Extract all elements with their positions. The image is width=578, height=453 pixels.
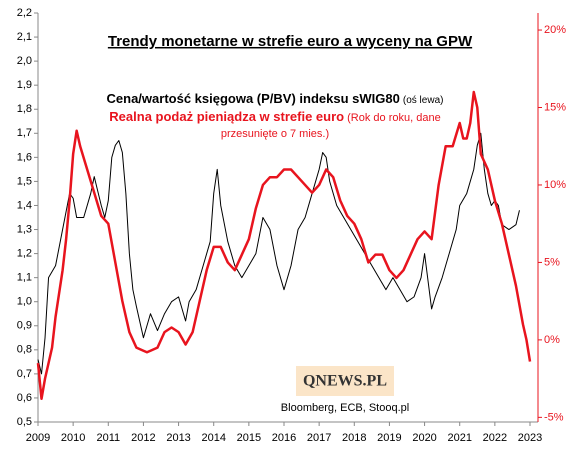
- y-tick-label: 0,8: [17, 344, 32, 356]
- annotation: przesunięte o 7 mies.): [221, 128, 329, 140]
- y-tick-label: 1,2: [17, 247, 32, 259]
- x-tick-label: 2012: [131, 432, 155, 444]
- y-tick-label: 1,8: [17, 103, 32, 115]
- legend-label: Realna podaż pieniądza w strefie euro: [109, 109, 344, 124]
- y-tick-label: 1,5: [17, 175, 32, 187]
- y2-tick-label: -5%: [544, 411, 564, 423]
- series-line: [36, 90, 532, 401]
- y-tick-label: 1,0: [17, 296, 32, 308]
- x-tick-label: 2011: [96, 432, 120, 444]
- source: Bloomberg, ECB, Stooq.pl: [281, 402, 409, 414]
- y-tick-label: 2,1: [17, 31, 32, 43]
- logo: QNEWS.PL: [303, 373, 387, 390]
- x-tick-label: 2021: [447, 432, 471, 444]
- y-tick-label: 0,9: [17, 320, 32, 332]
- annotation: (Rok do roku, dane: [347, 112, 441, 124]
- x-tick-label: 2022: [483, 432, 507, 444]
- y2-tick-label: 15%: [544, 101, 566, 113]
- x-tick-label: 2018: [342, 432, 366, 444]
- chart-title: Trendy monetarne w strefie euro a wyceny…: [108, 33, 473, 50]
- x-tick-label: 2009: [26, 432, 50, 444]
- x-tick-label: 2014: [201, 432, 225, 444]
- y-tick-label: 1,4: [17, 199, 32, 211]
- legend-red: Realna podaż pieniądza w strefie euro (R…: [109, 109, 440, 124]
- y-tick-label: 0,6: [17, 392, 32, 404]
- y-tick-label: 1,1: [17, 272, 32, 284]
- y-tick-label: 2,2: [17, 7, 32, 19]
- x-tick-label: 2013: [166, 432, 190, 444]
- y2-tick-label: 10%: [544, 179, 566, 191]
- y2-tick-label: 5%: [544, 256, 560, 268]
- x-tick-label: 2019: [377, 432, 401, 444]
- y-tick-label: 0,5: [17, 416, 32, 428]
- x-tick-label: 2010: [61, 432, 85, 444]
- y-tick-label: 2,0: [17, 55, 32, 67]
- y-tick-label: 0,7: [17, 368, 32, 380]
- logo-box: [296, 366, 394, 396]
- x-tick-label: 2020: [412, 432, 436, 444]
- x-tick-label: 2017: [307, 432, 331, 444]
- x-tick-label: 2023: [518, 432, 542, 444]
- y-tick-label: 1,7: [17, 127, 32, 139]
- y-tick-label: 1,9: [17, 79, 32, 91]
- y2-tick-label: 20%: [544, 24, 566, 36]
- annotation: (oś lewa): [403, 95, 444, 106]
- y2-tick-label: 0%: [544, 334, 560, 346]
- x-tick-label: 2015: [237, 432, 261, 444]
- legend-label: Cena/wartość księgowa (P/BV) indeksu sWI…: [107, 91, 400, 106]
- series-line: [37, 132, 520, 375]
- legend-black: Cena/wartość księgowa (P/BV) indeksu sWI…: [107, 91, 444, 106]
- x-tick-label: 2016: [272, 432, 296, 444]
- y-tick-label: 1,6: [17, 151, 32, 163]
- y-tick-label: 1,3: [17, 223, 32, 235]
